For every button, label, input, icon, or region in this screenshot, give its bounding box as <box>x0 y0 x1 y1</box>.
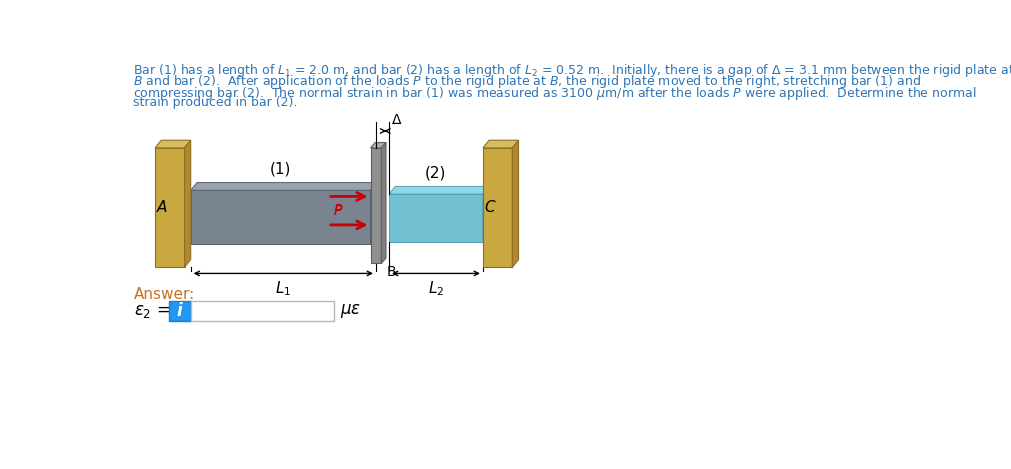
Polygon shape <box>483 186 489 242</box>
Polygon shape <box>184 140 191 267</box>
Text: P: P <box>334 204 342 218</box>
Text: B: B <box>387 265 396 279</box>
Text: $\mu\varepsilon$: $\mu\varepsilon$ <box>341 302 362 320</box>
Polygon shape <box>483 140 519 148</box>
Text: (2): (2) <box>425 165 446 180</box>
Polygon shape <box>191 182 377 190</box>
Bar <box>155 148 184 267</box>
Text: i: i <box>177 302 183 320</box>
Bar <box>483 148 513 267</box>
Bar <box>370 148 381 264</box>
Polygon shape <box>381 143 386 264</box>
Bar <box>191 190 370 244</box>
Text: P: P <box>334 203 342 217</box>
Text: (1): (1) <box>270 161 291 176</box>
Text: strain produced in bar (2).: strain produced in bar (2). <box>132 96 297 109</box>
Text: Bar (1) has a length of $L_1$ = 2.0 m, and bar (2) has a length of $L_2$ = 0.52 : Bar (1) has a length of $L_1$ = 2.0 m, a… <box>132 61 1011 79</box>
Polygon shape <box>370 143 386 148</box>
Text: compressing bar (2).  The normal strain in bar (1) was measured as 3100 $\mu$m/m: compressing bar (2). The normal strain i… <box>132 85 976 102</box>
Text: $L_2$: $L_2$ <box>428 280 444 298</box>
Bar <box>191 301 334 321</box>
Bar <box>389 194 483 242</box>
Text: Answer:: Answer: <box>134 287 195 302</box>
Text: $B$ and bar (2).  After application of the loads $P$ to the rigid plate at $B$, : $B$ and bar (2). After application of th… <box>132 73 921 90</box>
Text: $L_1$: $L_1$ <box>275 280 291 298</box>
Text: C: C <box>484 200 495 215</box>
Bar <box>169 301 191 321</box>
Polygon shape <box>389 186 489 194</box>
Text: A: A <box>157 200 167 215</box>
Polygon shape <box>155 140 191 148</box>
Polygon shape <box>513 140 519 267</box>
Text: $\varepsilon_2$ =: $\varepsilon_2$ = <box>134 302 171 320</box>
Polygon shape <box>370 182 377 244</box>
Text: $\Delta$: $\Delta$ <box>391 113 402 127</box>
